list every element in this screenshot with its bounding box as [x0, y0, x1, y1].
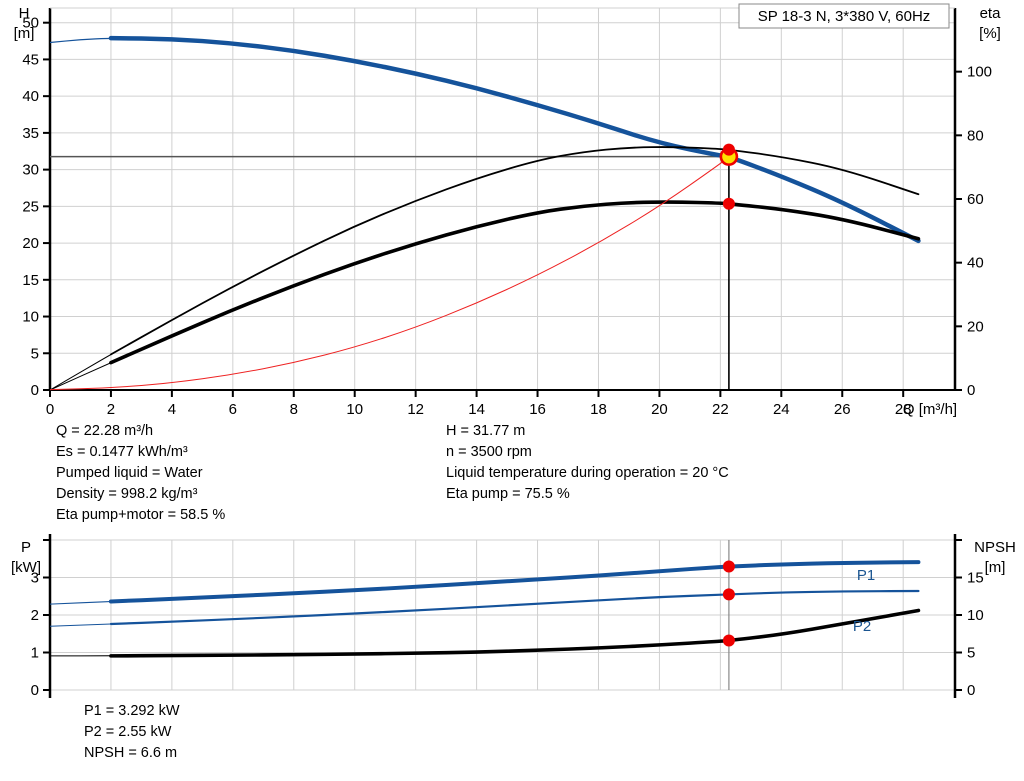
low-left-tick-label: 3	[31, 570, 39, 587]
main-left-tick-label: 30	[22, 162, 39, 179]
curve-label-p2: P2	[853, 618, 871, 635]
low-left-tick-label: 2	[31, 607, 39, 624]
main-x-tick-label: 14	[468, 401, 485, 418]
info-right-line-0: H = 31.77 m	[446, 423, 526, 439]
curve-p1	[108, 560, 921, 604]
low-left-tick-label: 0	[31, 682, 39, 699]
curve-head	[108, 35, 921, 244]
main-x-tick-label: 8	[290, 401, 298, 418]
main-x-tick-label: 24	[773, 401, 790, 418]
main-x-tick-label: 22	[712, 401, 729, 418]
info-left-line-2: Pumped liquid = Water	[56, 465, 203, 481]
marker-eta-pump-point[interactable]	[722, 143, 735, 156]
marker-npsh-point[interactable]	[722, 634, 735, 647]
main-x-tick-label: 4	[168, 401, 176, 418]
info-right-line-3: Eta pump = 75.5 %	[446, 486, 570, 502]
title-box	[738, 3, 950, 29]
main-left-tick-label: 5	[31, 345, 39, 362]
main-right-tick-label: 100	[967, 64, 992, 81]
marker-eta-pump-motor-point[interactable]	[722, 197, 735, 210]
curve-eta-pump-motor	[109, 200, 921, 365]
main-left-axis-title-1: H	[19, 5, 30, 22]
curve-npsh	[109, 608, 921, 658]
main-left-tick-label: 15	[22, 272, 39, 289]
curve-label-p1: P1	[857, 567, 875, 584]
main-left-axis-title-2: [m]	[14, 25, 35, 42]
info-block-left: Q = 22.28 m³/h Es = 0.1477 kWh/m³ Pumped l…	[56, 421, 225, 526]
main-x-tick-label: 20	[651, 401, 668, 418]
main-x-tick-label: 0	[46, 401, 54, 418]
curve-system	[49, 156, 730, 391]
low-right-tick-label: 5	[967, 645, 975, 662]
title-box-label: SP 18-3 N, 3*380 V, 60Hz	[758, 8, 931, 25]
curve-p2	[109, 589, 920, 626]
info-block-bottom: P1 = 3.292 kW P2 = 2.55 kW NPSH = 6.6 m	[84, 701, 180, 764]
main-left-tick-label: 10	[22, 309, 39, 326]
main-x-tick-label: 2	[107, 401, 115, 418]
main-left-tick-label: 50	[22, 15, 39, 32]
main-right-tick-label: 20	[967, 318, 984, 335]
main-left-tick-label: 40	[22, 88, 39, 105]
low-right-tick-label: 0	[967, 682, 975, 699]
main-x-tick-label: 10	[346, 401, 363, 418]
low-right-axis-title-1: NPSH	[974, 539, 1016, 556]
info-left-line-0: Q = 22.28 m³/h	[56, 423, 154, 439]
main-left-tick-label: 25	[22, 198, 39, 215]
main-right-tick-label: 60	[967, 191, 984, 208]
curve-eta-pump-motor-thin	[49, 201, 919, 391]
main-right-tick-label: 40	[967, 255, 984, 272]
low-left-axis-title-1: P	[21, 539, 31, 556]
info-left-line-1: Es = 0.1477 kWh/m³	[56, 444, 188, 460]
marker-p1-point[interactable]	[722, 560, 735, 573]
main-right-axis-title-1: eta	[980, 5, 1002, 22]
info-right-line-1: n = 3500 rpm	[446, 444, 532, 460]
info-bottom-line-2: NPSH = 6.6 m	[84, 745, 178, 761]
curve-eta-pump	[110, 146, 920, 356]
info-left-line-4: Eta pump+motor = 58.5 %	[56, 507, 226, 523]
main-left-tick-label: 0	[31, 382, 39, 399]
main-right-tick-label: 80	[967, 127, 984, 144]
main-right-axis-title-2: [%]	[979, 25, 1001, 42]
low-right-axis-title-2: [m]	[985, 559, 1006, 576]
info-bottom-line-0: P1 = 3.292 kW	[84, 703, 180, 719]
info-left-line-3: Density = 998.2 kg/m³	[56, 486, 198, 502]
main-x-tick-label: 28	[895, 401, 912, 418]
low-right-tick-label: 10	[967, 607, 984, 624]
low-left-tick-label: 1	[31, 645, 39, 662]
main-left-tick-label: 20	[22, 235, 39, 252]
info-bottom-line-1: P2 = 2.55 kW	[84, 724, 172, 740]
info-block-right: H = 31.77 m n = 3500 rpm Liquid temperatur…	[446, 421, 729, 505]
main-x-tick-label: 6	[229, 401, 237, 418]
low-right-tick-label: 15	[967, 570, 984, 587]
marker-p2-point[interactable]	[722, 588, 735, 601]
main-x-tick-label: 16	[529, 401, 546, 418]
main-x-tick-label: 12	[407, 401, 424, 418]
main-x-axis-title: Q [m³/h]	[903, 401, 957, 418]
main-x-tick-label: 18	[590, 401, 607, 418]
main-x-tick-label: 26	[834, 401, 851, 418]
info-right-line-2: Liquid temperature during operation = 20…	[446, 465, 729, 481]
main-right-tick-label: 0	[967, 382, 975, 399]
low-left-axis-title-2: [kW]	[11, 559, 41, 576]
main-left-tick-label: 35	[22, 125, 39, 142]
main-left-tick-label: 45	[22, 51, 39, 68]
